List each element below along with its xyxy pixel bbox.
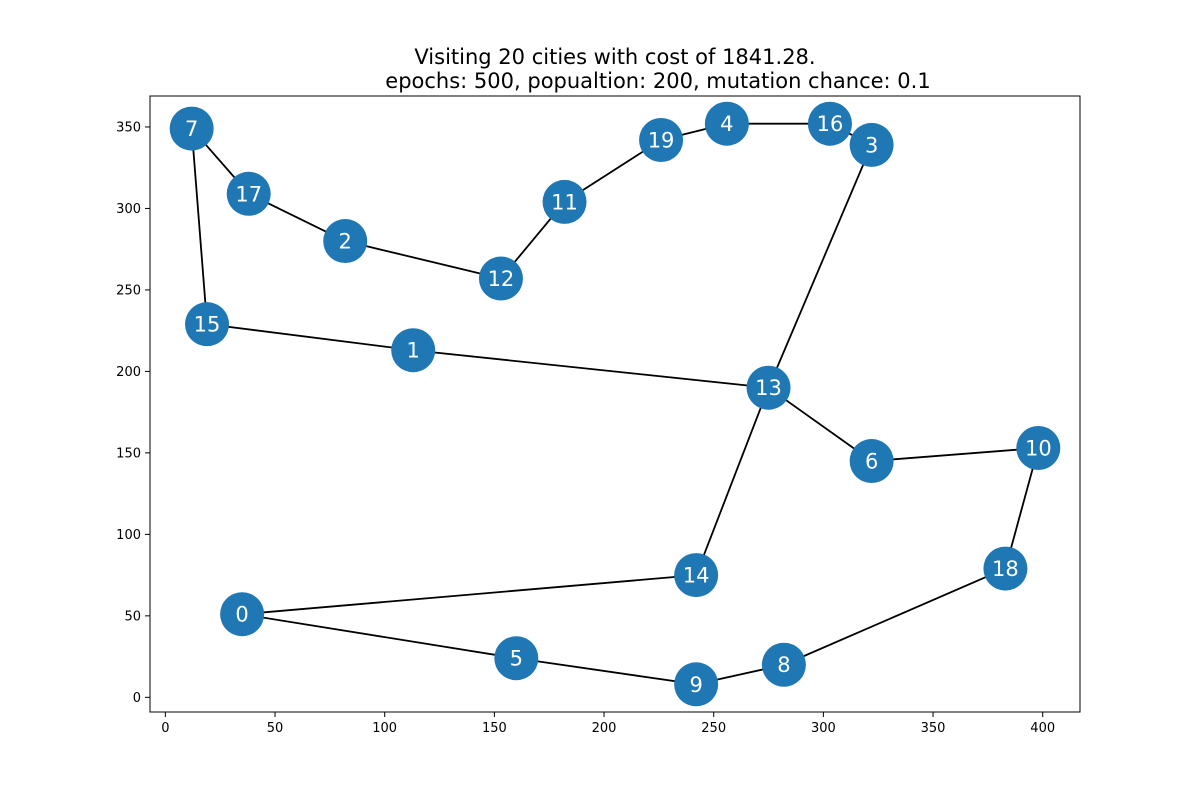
route-edge <box>871 447 1039 462</box>
route-edge <box>783 567 1006 666</box>
route-edges <box>190 122 1040 686</box>
x-tick-label: 50 <box>267 721 284 736</box>
city-node <box>494 636 539 681</box>
x-tick-label: 200 <box>592 721 617 736</box>
city-label: 15 <box>194 313 221 337</box>
city-node <box>323 219 368 264</box>
city-node <box>542 179 587 224</box>
city-label: 14 <box>683 564 710 588</box>
city-label: 2 <box>339 230 352 254</box>
city-label: 18 <box>992 557 1019 581</box>
city-node <box>639 118 684 162</box>
x-tick-label: 400 <box>1030 721 1055 736</box>
x-tick-label: 250 <box>701 721 726 736</box>
city-label: 5 <box>510 647 523 671</box>
y-axis: 0 50 100 150 200 250 300 350 <box>116 120 150 706</box>
y-tick-label: 50 <box>124 609 141 624</box>
x-tick-label: 0 <box>161 721 169 736</box>
chart-title: Visiting 20 cities with cost of 1841.28. <box>414 45 815 69</box>
route-edge <box>190 128 208 325</box>
plot-area-frame <box>149 95 1081 713</box>
city-label: 3 <box>865 133 878 157</box>
city-node <box>674 662 719 707</box>
city-node <box>704 101 749 146</box>
y-tick-label: 200 <box>116 365 141 380</box>
city-node <box>746 365 791 410</box>
y-tick-label: 250 <box>116 283 141 298</box>
x-tick-label: 150 <box>482 721 507 736</box>
route-edge <box>767 144 873 389</box>
route-edge <box>206 323 414 352</box>
city-label: 19 <box>648 129 675 153</box>
city-node <box>169 106 214 151</box>
x-tick-label: 100 <box>372 721 397 736</box>
y-tick-label: 300 <box>116 202 141 217</box>
city-node <box>226 171 271 216</box>
city-label: 16 <box>817 112 844 136</box>
city-node <box>185 302 230 347</box>
city-node <box>849 122 894 167</box>
city-label: 10 <box>1025 437 1052 461</box>
city-node <box>849 439 894 484</box>
x-tick-label: 300 <box>811 721 836 736</box>
city-label: 0 <box>235 603 248 627</box>
city-label: 8 <box>777 653 790 677</box>
route-edge <box>516 657 697 686</box>
route-edge <box>242 574 697 616</box>
city-label: 4 <box>720 112 733 136</box>
route-edge <box>413 349 769 389</box>
x-axis: 0 50 100 150 200 250 300 350 400 <box>161 712 1055 736</box>
city-label: 17 <box>235 182 262 206</box>
city-label: 6 <box>865 450 878 474</box>
city-node <box>478 256 523 301</box>
city-node <box>983 546 1028 591</box>
y-tick-label: 100 <box>116 528 141 543</box>
city-label: 1 <box>407 339 420 363</box>
chart-subtitle: epochs: 500, popualtion: 200, mutation c… <box>385 69 930 93</box>
y-tick-label: 150 <box>116 446 141 461</box>
city-label: 11 <box>551 190 578 214</box>
city-label: 9 <box>689 673 702 697</box>
city-node <box>220 592 265 637</box>
city-label: 7 <box>185 117 198 141</box>
city-node <box>761 642 806 687</box>
city-node <box>674 553 719 598</box>
route-edge <box>695 387 770 576</box>
x-tick-label: 350 <box>921 721 946 736</box>
y-tick-label: 350 <box>116 120 141 135</box>
city-node <box>807 101 852 146</box>
city-node <box>391 328 436 373</box>
y-tick-label: 0 <box>133 691 141 706</box>
city-node <box>1016 426 1061 470</box>
city-label: 13 <box>755 376 782 400</box>
route-edge <box>241 613 517 660</box>
city-label: 12 <box>488 267 515 291</box>
route-edge <box>345 240 502 280</box>
